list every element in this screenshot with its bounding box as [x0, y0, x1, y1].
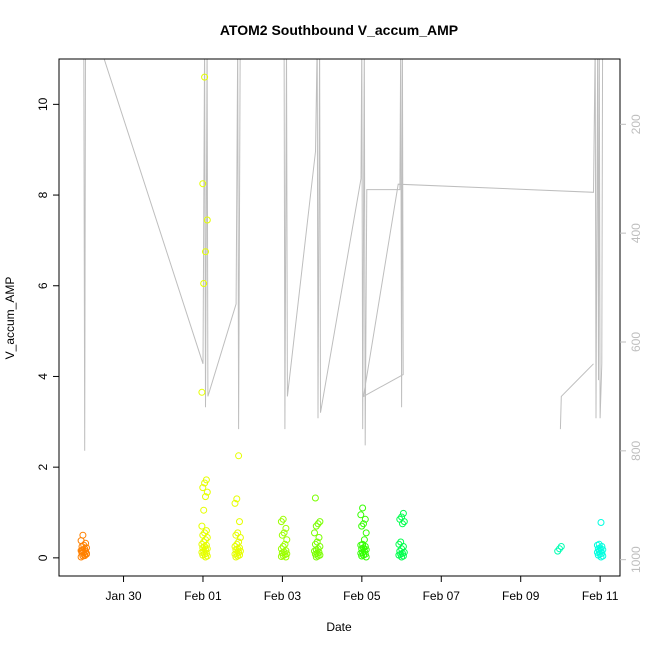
data-point — [316, 518, 324, 526]
x-tick-label: Jan 30 — [106, 589, 142, 603]
y-tick-label: 4 — [36, 373, 50, 380]
x-tick-label: Feb 03 — [264, 589, 302, 603]
data-point — [311, 540, 319, 548]
data-point — [198, 522, 206, 530]
data-point — [311, 547, 318, 555]
data-point — [200, 547, 208, 555]
data-point — [200, 280, 208, 287]
x-tick-label: Feb 01 — [184, 589, 222, 603]
data-point — [359, 504, 367, 512]
data-point — [279, 515, 287, 523]
data-point — [198, 388, 206, 396]
data-point — [362, 529, 370, 537]
data-point — [361, 515, 369, 523]
data-point — [313, 538, 321, 546]
data-point — [281, 540, 289, 548]
y-axis: 0 2 4 6 8 10 — [36, 97, 59, 561]
y-right-tick-label: 1000 — [629, 546, 643, 573]
x-tick-label: Feb 09 — [502, 589, 540, 603]
chart-title: ATOM2 Southbound V_accum_AMP — [220, 22, 458, 38]
y-tick-label: 2 — [36, 464, 50, 471]
data-point — [235, 538, 243, 546]
data-point — [232, 531, 240, 539]
data-point — [359, 540, 367, 548]
data-point — [280, 529, 288, 537]
secondary-series-line — [83, 59, 604, 451]
data-point — [595, 540, 603, 548]
data-point — [315, 534, 323, 541]
y-tick-label: 8 — [36, 191, 50, 198]
y-right-tick-label: 400 — [629, 223, 643, 243]
data-point — [198, 540, 206, 548]
data-point — [203, 488, 211, 496]
data-point — [360, 536, 368, 544]
scatter-layer — [77, 73, 607, 561]
data-point — [312, 522, 320, 530]
x-tick-label: Feb 11 — [582, 589, 619, 603]
x-tick-label: Feb 07 — [423, 589, 461, 603]
data-point — [278, 531, 286, 539]
data-point — [200, 538, 208, 546]
data-point — [235, 452, 243, 460]
data-point — [231, 543, 239, 550]
y-tick-label: 6 — [36, 282, 50, 289]
plot-frame — [58, 58, 621, 577]
data-point — [357, 511, 365, 519]
data-point — [199, 484, 207, 492]
data-point — [279, 543, 287, 550]
data-point — [234, 529, 242, 537]
data-point — [203, 216, 211, 224]
data-point — [79, 531, 87, 539]
data-point — [282, 524, 290, 532]
data-point — [202, 527, 210, 535]
data-point — [314, 520, 322, 528]
data-point — [556, 545, 563, 553]
data-point — [199, 531, 207, 539]
data-point — [557, 543, 565, 550]
data-point — [360, 520, 367, 528]
data-point — [236, 518, 243, 526]
secondary-series-line-b — [559, 363, 594, 430]
secondary-line-layer — [83, 59, 604, 451]
y-right-tick-label: 800 — [629, 440, 643, 460]
y-right-tick-label: 200 — [629, 114, 643, 134]
data-point — [396, 515, 404, 523]
data-point — [397, 538, 405, 546]
data-point — [399, 509, 407, 517]
y-right-tick-label: 600 — [629, 332, 643, 352]
data-point — [201, 73, 209, 81]
data-point — [202, 493, 209, 501]
data-point — [200, 506, 208, 514]
data-point — [396, 547, 404, 555]
y-axis-label: V_accum_AMP — [3, 277, 17, 360]
data-point — [202, 248, 209, 256]
y-tick-label: 10 — [36, 97, 50, 111]
x-tick-label: Feb 05 — [343, 589, 381, 603]
data-point — [199, 180, 207, 188]
data-point — [395, 540, 403, 548]
data-point — [277, 518, 285, 526]
data-point — [201, 529, 209, 537]
x-axis: Jan 30 Feb 01 Feb 03 Feb 05 Feb 07 Feb 09 Feb … — [106, 576, 619, 603]
y-tick-label: 0 — [36, 554, 50, 561]
data-point — [78, 547, 86, 555]
x-axis-label: Date — [326, 620, 352, 634]
data-point — [277, 545, 285, 553]
y-axis-right: 200 400 600 800 1000 — [620, 114, 643, 573]
data-point — [231, 499, 239, 507]
data-point — [202, 476, 210, 484]
data-point — [311, 494, 319, 502]
data-point — [233, 495, 241, 503]
data-point — [233, 540, 241, 548]
data-point — [311, 529, 318, 537]
data-point — [283, 536, 291, 544]
data-point — [358, 522, 366, 530]
data-point — [398, 513, 406, 521]
data-point — [597, 519, 605, 526]
data-point — [554, 547, 562, 555]
